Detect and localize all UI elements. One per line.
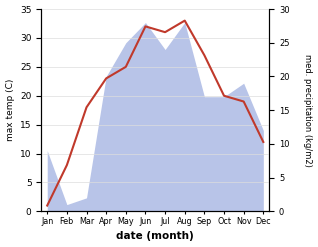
Y-axis label: max temp (C): max temp (C) — [5, 79, 15, 141]
X-axis label: date (month): date (month) — [116, 231, 194, 242]
Y-axis label: med. precipitation (kg/m2): med. precipitation (kg/m2) — [303, 54, 313, 167]
